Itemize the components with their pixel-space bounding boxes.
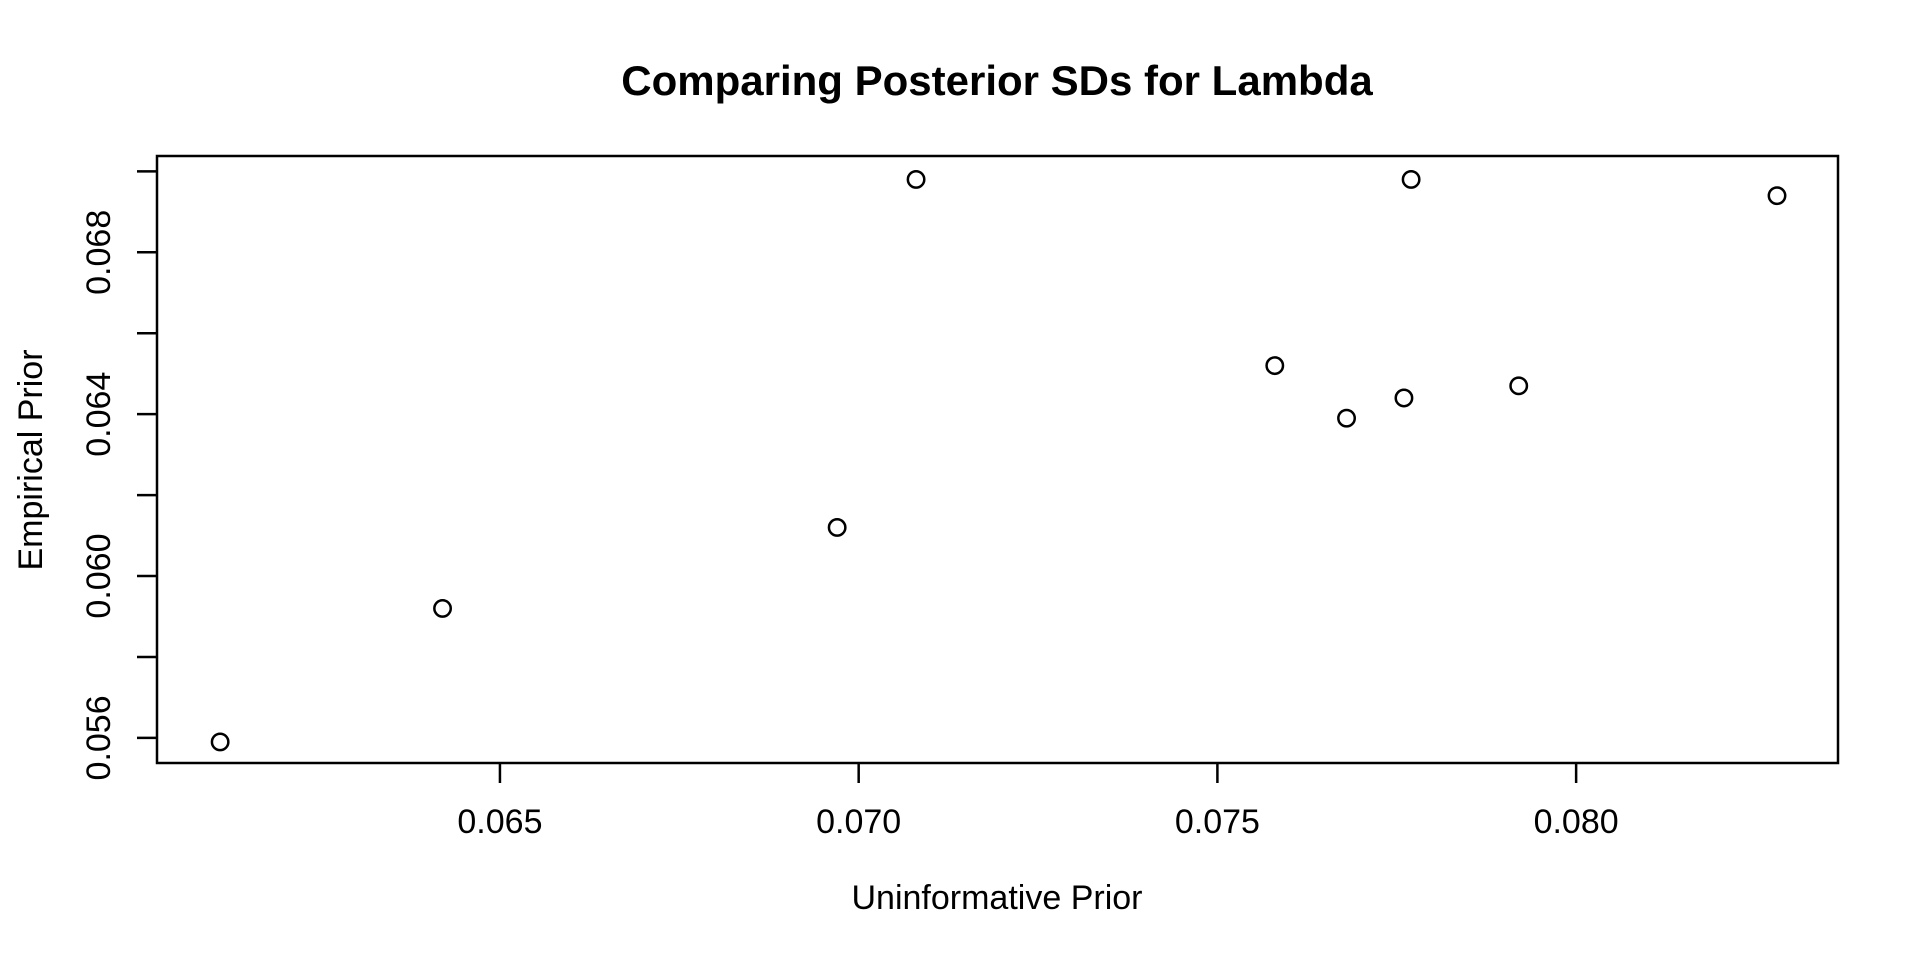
- x-axis: 0.065 0.070 0.075 0.080: [457, 763, 1619, 841]
- y-tick-label: 0.064: [80, 372, 118, 457]
- data-point: [1767, 186, 1787, 206]
- data-point: [1394, 388, 1414, 408]
- x-tick-label: 0.075: [1175, 803, 1260, 841]
- y-tick-label: 0.068: [80, 210, 118, 295]
- data-point: [210, 732, 230, 752]
- x-tick-label: 0.080: [1534, 803, 1619, 841]
- data-point: [827, 518, 847, 537]
- data-point: [433, 598, 452, 618]
- data-points-layer: [210, 170, 1787, 752]
- data-point: [1401, 170, 1421, 189]
- x-tick-label: 0.065: [457, 803, 542, 841]
- plot-frame: [155, 154, 1840, 765]
- x-axis-label: Uninformative Prior: [852, 879, 1143, 917]
- data-point: [1509, 376, 1529, 396]
- x-tick-label: 0.070: [816, 803, 901, 841]
- data-point: [1265, 356, 1285, 376]
- y-tick-label: 0.060: [80, 533, 118, 618]
- y-axis-label: Empirical Prior: [12, 349, 50, 570]
- y-axis: 0.056 0.060 0.064 0.068: [80, 170, 157, 780]
- data-point: [1337, 408, 1356, 428]
- data-point: [906, 170, 926, 189]
- y-tick-label: 0.056: [80, 695, 118, 780]
- chart-title: Comparing Posterior SDs for Lambda: [621, 57, 1373, 104]
